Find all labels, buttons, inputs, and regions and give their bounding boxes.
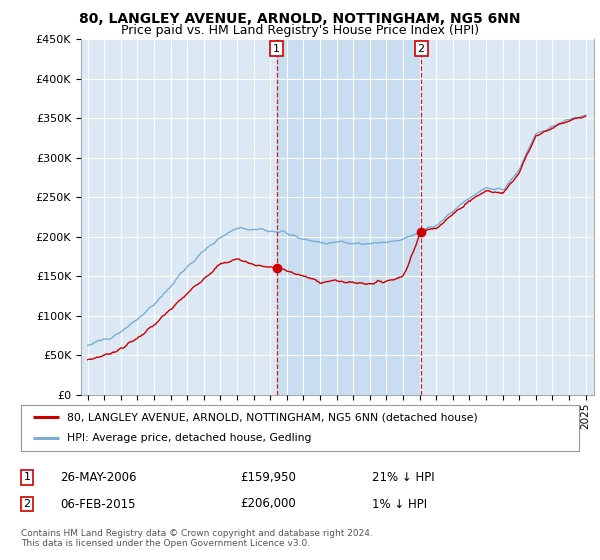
Text: Price paid vs. HM Land Registry's House Price Index (HPI): Price paid vs. HM Land Registry's House … (121, 24, 479, 37)
Text: £159,950: £159,950 (240, 470, 296, 484)
Text: £206,000: £206,000 (240, 497, 296, 511)
Text: 80, LANGLEY AVENUE, ARNOLD, NOTTINGHAM, NG5 6NN (detached house): 80, LANGLEY AVENUE, ARNOLD, NOTTINGHAM, … (67, 412, 478, 422)
Text: 26-MAY-2006: 26-MAY-2006 (60, 470, 137, 484)
Text: 1: 1 (23, 472, 31, 482)
Text: 21% ↓ HPI: 21% ↓ HPI (372, 470, 434, 484)
Bar (277, 39, 421, 395)
Text: 2: 2 (418, 44, 425, 54)
Text: 1: 1 (273, 44, 280, 54)
Text: 06-FEB-2015: 06-FEB-2015 (60, 497, 136, 511)
Text: HPI: Average price, detached house, Gedling: HPI: Average price, detached house, Gedl… (67, 433, 311, 444)
Text: 2: 2 (23, 499, 31, 509)
Text: 1% ↓ HPI: 1% ↓ HPI (372, 497, 427, 511)
Text: 80, LANGLEY AVENUE, ARNOLD, NOTTINGHAM, NG5 6NN: 80, LANGLEY AVENUE, ARNOLD, NOTTINGHAM, … (79, 12, 521, 26)
Text: Contains HM Land Registry data © Crown copyright and database right 2024.
This d: Contains HM Land Registry data © Crown c… (21, 529, 373, 548)
